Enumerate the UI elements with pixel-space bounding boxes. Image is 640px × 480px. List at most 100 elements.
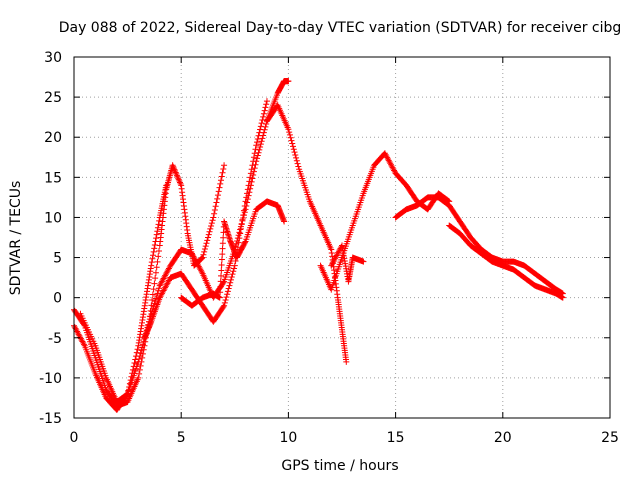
- data-point: [338, 243, 345, 250]
- data-point: [250, 154, 257, 161]
- data-point: [252, 146, 259, 153]
- data-point: [136, 366, 143, 373]
- data-point: [248, 166, 255, 173]
- data-point: [261, 107, 268, 114]
- data-point: [173, 172, 180, 179]
- plot-frame: [73, 56, 611, 419]
- data-point: [294, 160, 301, 167]
- data-point: [231, 265, 238, 272]
- data-point: [559, 294, 566, 301]
- data-markers: [71, 78, 566, 413]
- data-point: [236, 229, 243, 236]
- data-point: [254, 139, 261, 146]
- data-point: [256, 129, 263, 136]
- data-point: [221, 299, 228, 306]
- data-point: [176, 179, 183, 186]
- data-point: [239, 216, 246, 223]
- data-point: [148, 262, 155, 269]
- data-point: [227, 279, 234, 286]
- data-point: [216, 184, 223, 191]
- data-point: [226, 282, 233, 289]
- data-point: [254, 152, 261, 159]
- data-point: [286, 129, 293, 136]
- data-point: [212, 203, 219, 210]
- data-point: [140, 338, 147, 345]
- data-point: [240, 212, 247, 219]
- data-point: [219, 169, 226, 176]
- data-point: [154, 228, 161, 235]
- data-point: [288, 137, 295, 144]
- data-point: [240, 207, 247, 214]
- data-point: [139, 341, 146, 348]
- axis-ticks: 0 5 10 15 20 25 -15 -10 -5 0 5 10 15 20 25 30: [39, 50, 619, 446]
- data-point: [218, 177, 225, 184]
- data-point: [228, 274, 235, 281]
- data-point: [150, 286, 157, 293]
- data-point: [151, 241, 158, 248]
- y-tick-label: 15: [44, 170, 62, 186]
- data-point: [220, 234, 227, 241]
- data-point: [219, 245, 226, 252]
- x-tick-label: 25: [601, 430, 619, 446]
- data-point: [221, 162, 228, 169]
- data-point: [295, 163, 302, 170]
- data-point: [286, 131, 293, 138]
- data-point: [153, 235, 160, 242]
- data-point: [177, 180, 184, 187]
- data-point: [207, 225, 214, 232]
- data-point: [281, 218, 288, 225]
- data-point: [287, 134, 294, 141]
- data-point: [154, 258, 161, 265]
- data-point: [132, 356, 139, 363]
- data-point: [258, 138, 265, 145]
- data-point: [201, 245, 208, 252]
- data-point: [247, 170, 254, 177]
- data-point: [217, 180, 224, 187]
- data-point: [204, 237, 211, 244]
- data-point: [227, 276, 234, 283]
- data-point: [136, 355, 143, 362]
- data-point: [217, 289, 224, 296]
- y-tick-label: 30: [44, 50, 62, 66]
- data-point: [285, 78, 292, 85]
- data-point: [136, 370, 143, 377]
- data-point: [201, 248, 208, 255]
- data-point: [199, 254, 206, 261]
- data-point: [152, 238, 159, 245]
- y-tick-label: -15: [39, 411, 62, 427]
- data-point: [210, 214, 217, 221]
- data-point: [214, 192, 221, 199]
- gridlines: [74, 57, 610, 418]
- data-point: [224, 288, 231, 295]
- data-point: [200, 251, 207, 258]
- y-tick-label: 25: [44, 90, 62, 106]
- data-point: [263, 98, 270, 105]
- data-point: [220, 229, 227, 236]
- data-point: [152, 295, 159, 302]
- data-point: [262, 123, 269, 130]
- data-point: [289, 143, 296, 150]
- data-point: [152, 269, 159, 276]
- data-point: [257, 123, 264, 130]
- y-axis-label: SDTVAR / TECUs: [8, 181, 24, 296]
- data-point: [199, 255, 206, 262]
- data-point: [153, 231, 160, 238]
- data-point: [244, 190, 251, 197]
- data-point: [343, 358, 350, 365]
- data-point: [218, 256, 225, 263]
- data-point: [176, 178, 183, 185]
- data-point: [171, 166, 178, 173]
- data-point: [257, 141, 264, 148]
- data-point: [219, 240, 226, 247]
- data-point: [219, 251, 226, 258]
- y-tick-label: -5: [48, 331, 62, 347]
- data-point: [257, 143, 264, 150]
- x-tick-label: 15: [387, 430, 405, 446]
- data-point: [223, 294, 230, 301]
- data-point: [175, 176, 182, 183]
- data-point: [260, 113, 267, 120]
- data-point: [150, 252, 157, 259]
- data-point: [220, 303, 227, 310]
- data-point: [292, 151, 299, 158]
